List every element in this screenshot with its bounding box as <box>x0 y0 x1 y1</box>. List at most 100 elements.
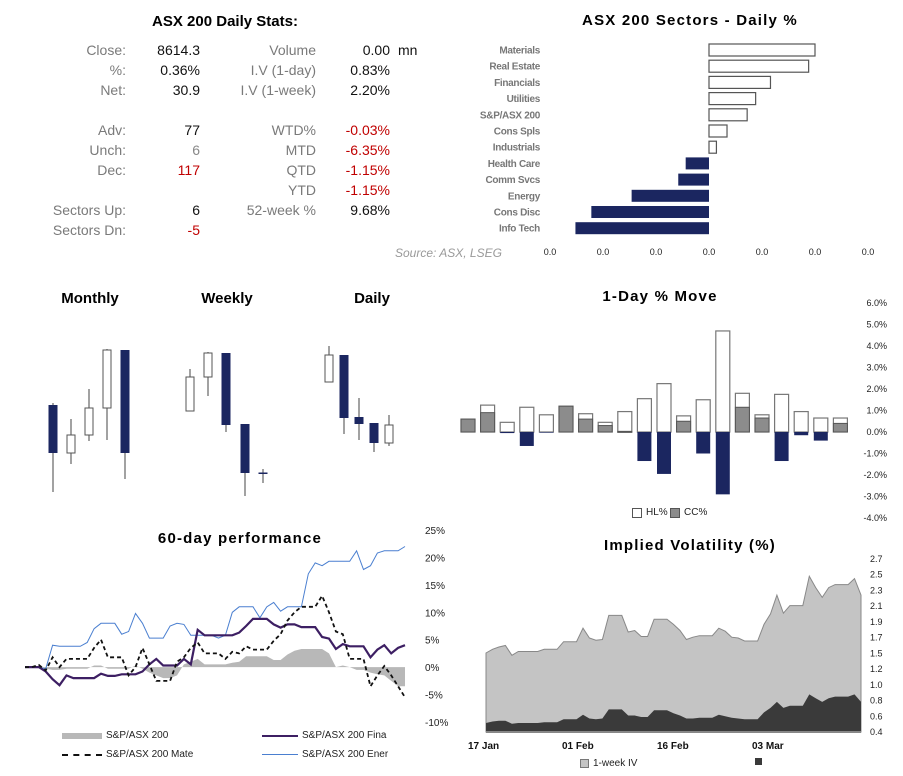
candle-body-down <box>240 424 250 473</box>
source-note: Source: ASX, LSEG <box>395 246 502 260</box>
daily-title: Daily <box>354 290 390 307</box>
cc-bar <box>813 432 828 441</box>
stat-label: QTD <box>286 162 316 178</box>
cc-bar <box>794 432 809 436</box>
perf-y-tick: -5% <box>425 691 443 702</box>
iv-y-tick: 1.0 <box>870 680 883 690</box>
sector-bar <box>708 124 728 138</box>
iv-y-tick: 0.8 <box>870 696 883 706</box>
candle-body-down <box>48 405 58 453</box>
stat-label: Volume <box>269 42 316 58</box>
perf-y-tick: 10% <box>425 608 445 619</box>
stat-label: Close: <box>86 42 126 58</box>
stat-unit: mn <box>398 42 418 58</box>
legend-asx200: S&P/ASX 200 <box>62 730 168 741</box>
iv-x-tick: 01 Feb <box>562 741 594 752</box>
stat-label: I.V (1-week) <box>240 82 316 98</box>
cc-bar <box>657 432 671 474</box>
legend-label-ener: S&P/ASX 200 Ener <box>302 749 389 760</box>
candle-body-down <box>258 472 268 474</box>
stat-value: -5 <box>187 222 200 238</box>
move-y-tick: -3.0% <box>863 492 887 502</box>
cc-bar <box>460 418 476 433</box>
iv-1week-area <box>485 574 862 733</box>
legend-swatch-mate <box>62 753 102 756</box>
sector-label: Industrials <box>493 143 541 154</box>
candle-body-up <box>203 352 213 378</box>
iv-y-tick: 2.3 <box>870 585 883 595</box>
legend-swatch-cc <box>670 507 680 518</box>
stat-label: YTD <box>288 182 316 198</box>
sector-x-tick: 0.0 <box>809 247 822 257</box>
sector-x-tick: 0.0 <box>703 247 716 257</box>
sectors-chart-title: ASX 200 Sectors - Daily % <box>582 12 798 29</box>
candle-body-down <box>339 355 349 418</box>
sector-bar <box>708 75 772 90</box>
sector-x-tick: 0.0 <box>650 247 663 257</box>
legend-label-fina: S&P/ASX 200 Fina <box>302 730 387 741</box>
cc-bar <box>617 430 633 433</box>
legend-ener: S&P/ASX 200 Ener <box>262 749 388 760</box>
candle-body-up <box>185 376 195 412</box>
legend-hl: HL% <box>632 507 668 518</box>
sector-label: Info Tech <box>499 224 540 235</box>
sector-bar <box>708 140 718 154</box>
stat-value: 6 <box>192 202 200 218</box>
stat-value: -1.15% <box>345 182 390 198</box>
stat-label: %: <box>109 62 126 78</box>
stat-label: I.V (1-day) <box>250 62 316 78</box>
iv-x-tick: 03 Mar <box>752 741 784 752</box>
iv-y-tick: 1.7 <box>870 633 883 643</box>
legend-swatch-asx200 <box>62 732 102 739</box>
move-y-tick: 4.0% <box>866 341 887 351</box>
stat-label: 52-week % <box>246 202 316 218</box>
cc-bar <box>539 432 554 433</box>
sector-label: Financials <box>494 78 541 89</box>
cc-bar <box>558 405 574 433</box>
hl-bar <box>617 410 633 433</box>
cc-bar <box>597 425 613 433</box>
stat-label: MTD <box>285 142 316 158</box>
legend-fina: S&P/ASX 200 Fina <box>262 730 387 741</box>
cc-bar <box>774 432 789 462</box>
candle-body-up <box>324 354 334 383</box>
legend-swatch-ener <box>262 754 298 755</box>
hl-bar <box>538 414 555 433</box>
stat-label: Net: <box>100 82 126 98</box>
sector-bar <box>708 91 757 106</box>
stat-value: 0.83% <box>350 62 390 78</box>
sector-bar <box>575 222 709 235</box>
fina-line <box>25 617 406 687</box>
perf-y-tick: 20% <box>425 553 445 564</box>
candle-body-down <box>354 417 364 424</box>
stat-value: -0.03% <box>345 122 390 138</box>
iv-x-tick: 16 Feb <box>657 741 689 752</box>
move-y-tick: 2.0% <box>866 384 887 394</box>
iv-y-tick: 2.7 <box>870 554 883 564</box>
stat-label: WTD% <box>271 122 316 138</box>
move-y-tick: 6.0% <box>866 298 887 308</box>
cc-bar <box>637 432 652 462</box>
stat-value: 0.00 <box>362 42 390 58</box>
cc-bar <box>480 412 496 433</box>
move-y-tick: -2.0% <box>863 470 887 480</box>
hl-bar <box>813 417 829 433</box>
perf-y-tick: 0% <box>425 663 440 674</box>
sector-bar <box>591 206 709 218</box>
sector-label: Real Estate <box>489 62 540 73</box>
sector-bar <box>685 157 709 170</box>
iv-y-tick: 0.6 <box>870 711 883 721</box>
stat-label: Adv: <box>97 122 126 138</box>
hl-bar <box>519 406 535 433</box>
sector-x-tick: 0.0 <box>544 247 557 257</box>
sector-x-tick: 0.0 <box>862 247 875 257</box>
candle-body-down <box>221 353 231 425</box>
ener-line <box>25 546 406 670</box>
cc-bar <box>676 420 692 433</box>
one-day-move-title: 1-Day % Move <box>602 288 718 305</box>
legend-label-cc: CC% <box>684 507 708 518</box>
sector-bar <box>708 43 816 57</box>
stat-value: 2.20% <box>350 82 390 98</box>
legend-label-1week-iv: 1-week IV <box>593 758 638 769</box>
move-y-tick: 3.0% <box>866 363 887 373</box>
